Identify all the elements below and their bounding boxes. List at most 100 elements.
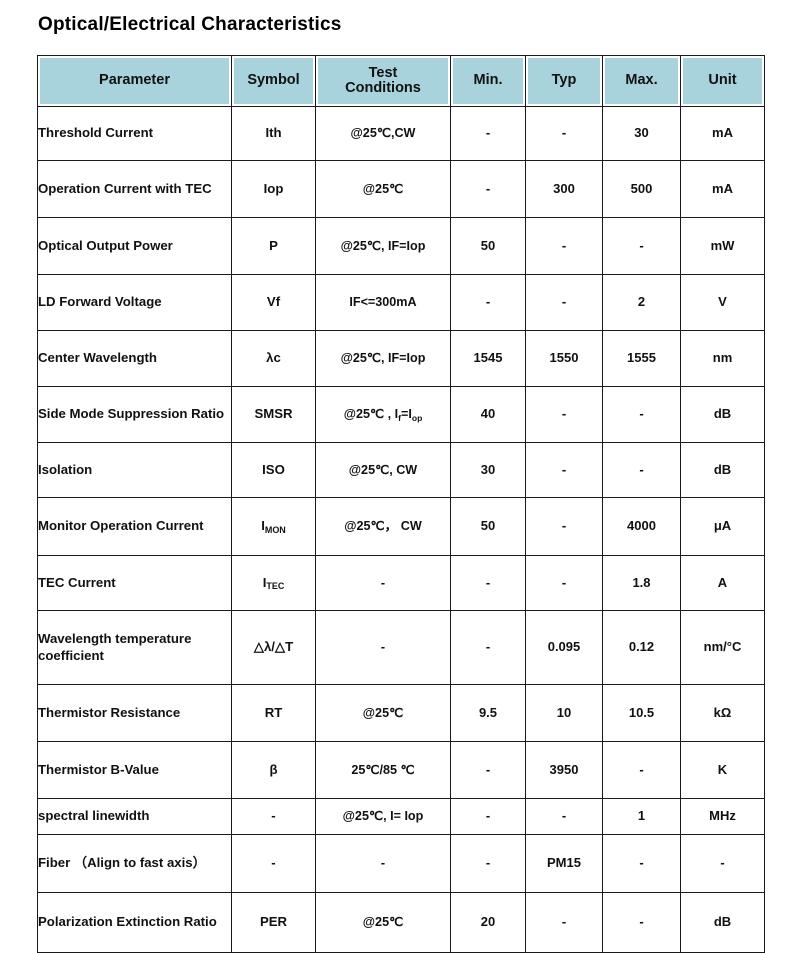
- cell-typ: -: [525, 555, 603, 611]
- cell-parameter: Polarization Extinction Ratio: [37, 892, 232, 953]
- cell-max: 500: [602, 160, 681, 218]
- header-max: Max.: [602, 55, 681, 107]
- cell-test-conditions: -: [315, 610, 451, 685]
- cell-unit: A: [680, 555, 765, 611]
- cell-typ: -: [525, 274, 603, 331]
- table-header: Parameter Symbol Test Conditions Min. Typ Max.…: [37, 55, 765, 107]
- table-row: Fiber （Align to fast axis） - - - PM15- -: [37, 834, 765, 893]
- cell-symbol: -: [231, 798, 316, 835]
- header-parameter: Parameter: [37, 55, 232, 107]
- table-row: Isolation ISO @25℃, CW 30- - dB: [37, 442, 765, 498]
- header-unit: Unit: [680, 55, 765, 107]
- cell-min: 50: [450, 497, 526, 556]
- cell-symbol: SMSR: [231, 386, 316, 443]
- cell-max: 0.12: [602, 610, 681, 685]
- cell-unit: dB: [680, 442, 765, 498]
- cell-max: -: [602, 386, 681, 443]
- cell-max: -: [602, 741, 681, 799]
- cell-symbol: △λ/△T: [231, 610, 316, 685]
- specifications-table: Parameter Symbol Test Conditions Min. Typ Max.…: [37, 55, 765, 953]
- cell-parameter: TEC Current: [37, 555, 232, 611]
- cell-min: -: [450, 610, 526, 685]
- cell-parameter: spectral linewidth: [37, 798, 232, 835]
- cell-typ: 1550: [525, 330, 603, 387]
- cell-max: 1: [602, 798, 681, 835]
- page-title: Optical/Electrical Characteristics: [38, 14, 342, 35]
- cell-parameter: Optical Output Power: [37, 217, 232, 275]
- cell-symbol: β: [231, 741, 316, 799]
- table-row: Monitor Operation Current IMON @25℃， CW 50-…: [37, 497, 765, 556]
- cell-test-conditions: @25℃, CW: [315, 442, 451, 498]
- header-symbol-label: Symbol: [247, 72, 300, 89]
- cell-unit: mA: [680, 160, 765, 218]
- cell-test-conditions: IF<=300mA: [315, 274, 451, 331]
- table-row: Thermistor Resistance RT @25℃ 9.5 10 10.5 kΩ: [37, 684, 765, 742]
- cell-parameter: Center Wavelength: [37, 330, 232, 387]
- cell-max: -: [602, 892, 681, 953]
- cell-unit: μA: [680, 497, 765, 556]
- header-unit-label: Unit: [708, 72, 737, 89]
- table-row: LD Forward Voltage Vf IF<=300mA - -2 V: [37, 274, 765, 331]
- cell-symbol: ISO: [231, 442, 316, 498]
- cell-test-conditions: @25℃, IF=Iop: [315, 330, 451, 387]
- table-row: Center Wavelength λc @25℃, IF=Iop 1545 1550 1…: [37, 330, 765, 387]
- cell-parameter: Thermistor B-Value: [37, 741, 232, 799]
- cell-min: 30: [450, 442, 526, 498]
- cell-typ: -: [525, 106, 603, 161]
- cell-symbol: Vf: [231, 274, 316, 331]
- cell-typ: 10: [525, 684, 603, 742]
- cell-unit: -: [680, 834, 765, 893]
- cell-unit: MHz: [680, 798, 765, 835]
- header-min-label: Min.: [473, 72, 503, 89]
- cell-typ: 300: [525, 160, 603, 218]
- cell-max: -: [602, 834, 681, 893]
- cell-symbol: P: [231, 217, 316, 275]
- header-test-conditions-label-line2: Conditions: [345, 80, 421, 96]
- cell-min: -: [450, 798, 526, 835]
- cell-unit: kΩ: [680, 684, 765, 742]
- cell-typ: -: [525, 442, 603, 498]
- cell-max: 4000: [602, 497, 681, 556]
- cell-unit: dB: [680, 386, 765, 443]
- header-typ-label: Typ: [551, 72, 577, 89]
- cell-unit: dB: [680, 892, 765, 953]
- cell-symbol: ITEC: [231, 555, 316, 611]
- cell-min: -: [450, 274, 526, 331]
- header-symbol: Symbol: [231, 55, 316, 107]
- cell-symbol: -: [231, 834, 316, 893]
- cell-test-conditions: @25℃， CW: [315, 497, 451, 556]
- cell-max: 1555: [602, 330, 681, 387]
- cell-parameter: Operation Current with TEC: [37, 160, 232, 218]
- cell-typ: PM15: [525, 834, 603, 893]
- table-row: Threshold Current Ith @25℃,CW - -30 mA: [37, 106, 765, 161]
- cell-min: 40: [450, 386, 526, 443]
- cell-min: 1545: [450, 330, 526, 387]
- cell-unit: K: [680, 741, 765, 799]
- cell-parameter: Threshold Current: [37, 106, 232, 161]
- cell-min: 20: [450, 892, 526, 953]
- cell-min: 50: [450, 217, 526, 275]
- cell-parameter: Isolation: [37, 442, 232, 498]
- cell-parameter: Fiber （Align to fast axis）: [37, 834, 232, 893]
- cell-max: -: [602, 442, 681, 498]
- cell-min: 9.5: [450, 684, 526, 742]
- header-test-conditions: Test Conditions: [315, 55, 451, 107]
- cell-typ: -: [525, 798, 603, 835]
- cell-typ: -: [525, 892, 603, 953]
- cell-unit: mA: [680, 106, 765, 161]
- cell-typ: -: [525, 497, 603, 556]
- cell-test-conditions: 25℃/85 ℃: [315, 741, 451, 799]
- cell-max: 30: [602, 106, 681, 161]
- cell-max: -: [602, 217, 681, 275]
- table-row: Operation Current with TEC Iop @25℃ -300 500…: [37, 160, 765, 218]
- cell-unit: nm: [680, 330, 765, 387]
- cell-min: -: [450, 741, 526, 799]
- cell-parameter: LD Forward Voltage: [37, 274, 232, 331]
- cell-parameter: Thermistor Resistance: [37, 684, 232, 742]
- cell-test-conditions: @25℃, I= Iop: [315, 798, 451, 835]
- cell-max: 1.8: [602, 555, 681, 611]
- cell-unit: V: [680, 274, 765, 331]
- cell-test-conditions: @25℃: [315, 684, 451, 742]
- cell-test-conditions: @25℃: [315, 160, 451, 218]
- cell-parameter: Side Mode Suppression Ratio: [37, 386, 232, 443]
